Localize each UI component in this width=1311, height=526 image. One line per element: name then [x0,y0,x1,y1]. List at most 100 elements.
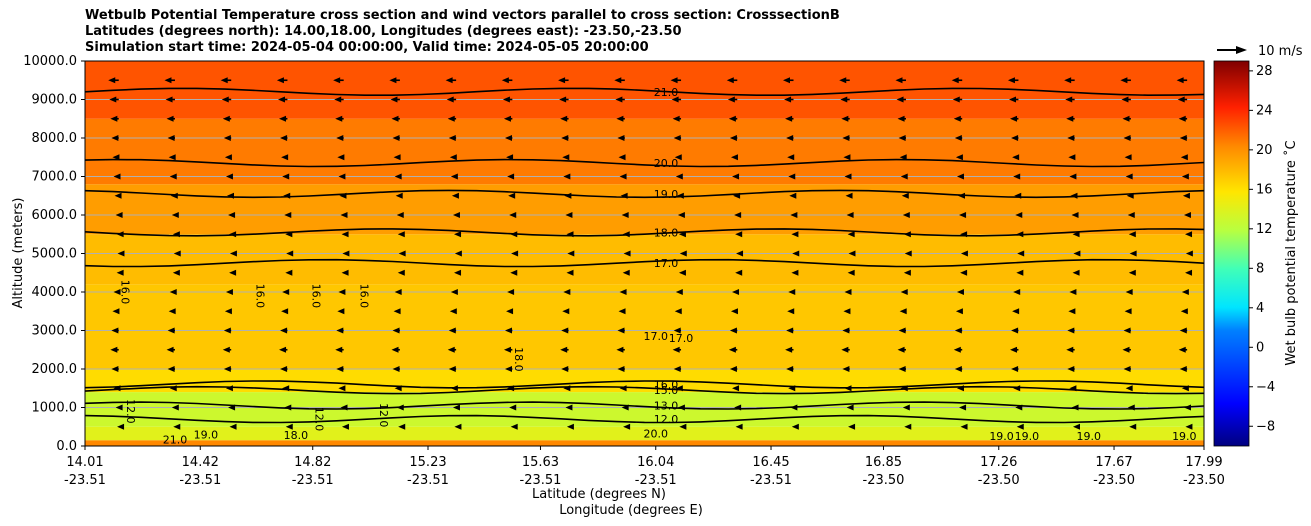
wind-arrow-head [510,269,518,276]
wind-arrow-head [337,154,345,161]
wind-arrow-head [1066,346,1074,353]
wind-arrow-head [392,327,400,334]
x-axis-label-longitude: Longitude (degrees E) [559,503,703,518]
wind-arrow-head [397,269,405,276]
wind-arrow-11-9 [619,289,627,295]
x-tick-lon-2: -23.51 [292,473,334,488]
wind-arrow-1-4 [334,96,344,103]
wind-arrow-head [225,289,233,295]
wind-arrow-head [618,154,626,161]
temperature-band-1 [85,426,1204,441]
wind-arrow-6-5 [395,192,403,199]
wind-arrow-head [335,115,343,122]
wind-arrow-head [904,250,912,257]
wind-arrow-8-18 [1128,231,1136,238]
wind-arrow-head [1008,96,1016,103]
x-tick-lon-1: -23.51 [179,473,221,488]
wind-arrow-12-7 [506,308,514,315]
wind-arrow-18-6 [454,423,462,430]
extra-contour-label-1: 16.0 [254,284,267,309]
wind-arrow-head [280,135,288,141]
wind-arrow-head [960,423,968,430]
wind-arrow-7-19 [1183,212,1191,218]
wind-arrow-head [732,173,740,180]
wind-arrow-2-5 [391,115,400,122]
wind-arrow-10-4 [341,269,349,276]
wind-arrow-head [1127,404,1135,411]
wind-arrow-10-18 [1128,269,1136,276]
wind-arrow-head [167,135,175,141]
wind-arrow-17-0 [115,404,123,411]
wind-arrow-head [1123,366,1131,372]
wind-arrow-head [1069,173,1077,180]
wind-arrow-head [1007,77,1015,84]
wind-arrow-16-11 [732,385,740,392]
wind-arrow-1-2 [221,96,232,103]
y-tick-label-2: 2000.0 [32,362,78,377]
wind-arrow-6-3 [283,192,291,199]
wind-arrow-head [340,212,348,218]
wind-arrow-head [169,289,177,295]
wind-arrow-11-6 [450,289,458,295]
wind-arrow-head [114,192,122,199]
wind-arrow-head [452,404,460,411]
wind-arrow-head [788,385,796,392]
wind-arrow-14-11 [728,346,738,353]
colorbar-tick-label-9: 28 [1256,64,1273,79]
wind-arrow-6-2 [227,192,235,199]
contour-lines [85,87,1204,424]
x-tick-lat-2: 14.82 [294,455,331,470]
wind-arrow-11-13 [844,289,852,295]
wind-arrow-head [791,231,799,238]
wind-arrow-16-18 [1125,385,1133,392]
wind-arrow-8-19 [1185,231,1193,238]
wind-arrow-head [449,308,457,315]
wind-arrow-7-13 [846,212,854,218]
wind-arrow-head [617,366,625,372]
wind-arrow-15-11 [729,366,738,372]
wind-arrow-head [953,346,961,353]
wind-arrow-3-1 [167,135,175,141]
wind-arrow-17-1 [171,404,179,411]
wind-arrow-head [678,231,686,238]
wind-arrow-15-8 [561,366,569,372]
wind-arrow-head [735,231,743,238]
wind-arrow-head [563,385,571,392]
wind-arrow-head [222,115,230,122]
contour-line-17.0 [85,258,1204,268]
wind-arrow-1-13 [840,96,850,103]
wind-arrow-6-11 [733,192,741,199]
wind-arrow-head [171,212,179,218]
wind-arrow-head [1183,404,1191,411]
wind-arrow-head [954,366,962,372]
wind-arrow-12-19 [1180,308,1188,315]
wind-arrow-head [228,212,236,218]
colorbar-tick-label-3: 4 [1256,301,1264,316]
wind-arrow-1-1 [165,96,175,103]
wind-arrow-head [507,173,515,180]
wind-arrow-17-5 [396,404,404,411]
wind-arrow-12-4 [337,308,345,315]
wind-arrow-1-16 [1008,96,1019,103]
wind-arrow-head [1122,346,1130,353]
wind-arrow-head [790,404,798,411]
colorbar-tick-label-1: −4 [1256,380,1275,395]
wind-arrow-6-14 [901,192,909,199]
wind-arrow-13-0 [111,327,119,334]
wind-arrow-6-0 [114,192,122,199]
wind-arrow-4-4 [337,154,345,161]
wind-arrow-15-15 [954,366,963,372]
wind-arrow-5-12 [788,173,796,180]
extra-contour-label-15: 19.0 [1015,430,1040,443]
wind-arrow-3-4 [336,135,344,141]
wind-arrow-0-13 [839,77,850,84]
wind-arrow-head [735,269,743,276]
wind-arrow-3-15 [954,135,963,141]
wind-arrow-head [564,192,572,199]
wind-arrow-16-8 [563,385,571,392]
wind-arrow-head [115,404,123,411]
wind-arrow-head [454,269,462,276]
wind-arrow-11-5 [394,289,402,295]
wind-arrow-head [1121,96,1129,103]
wind-arrow-5-3 [282,173,290,180]
